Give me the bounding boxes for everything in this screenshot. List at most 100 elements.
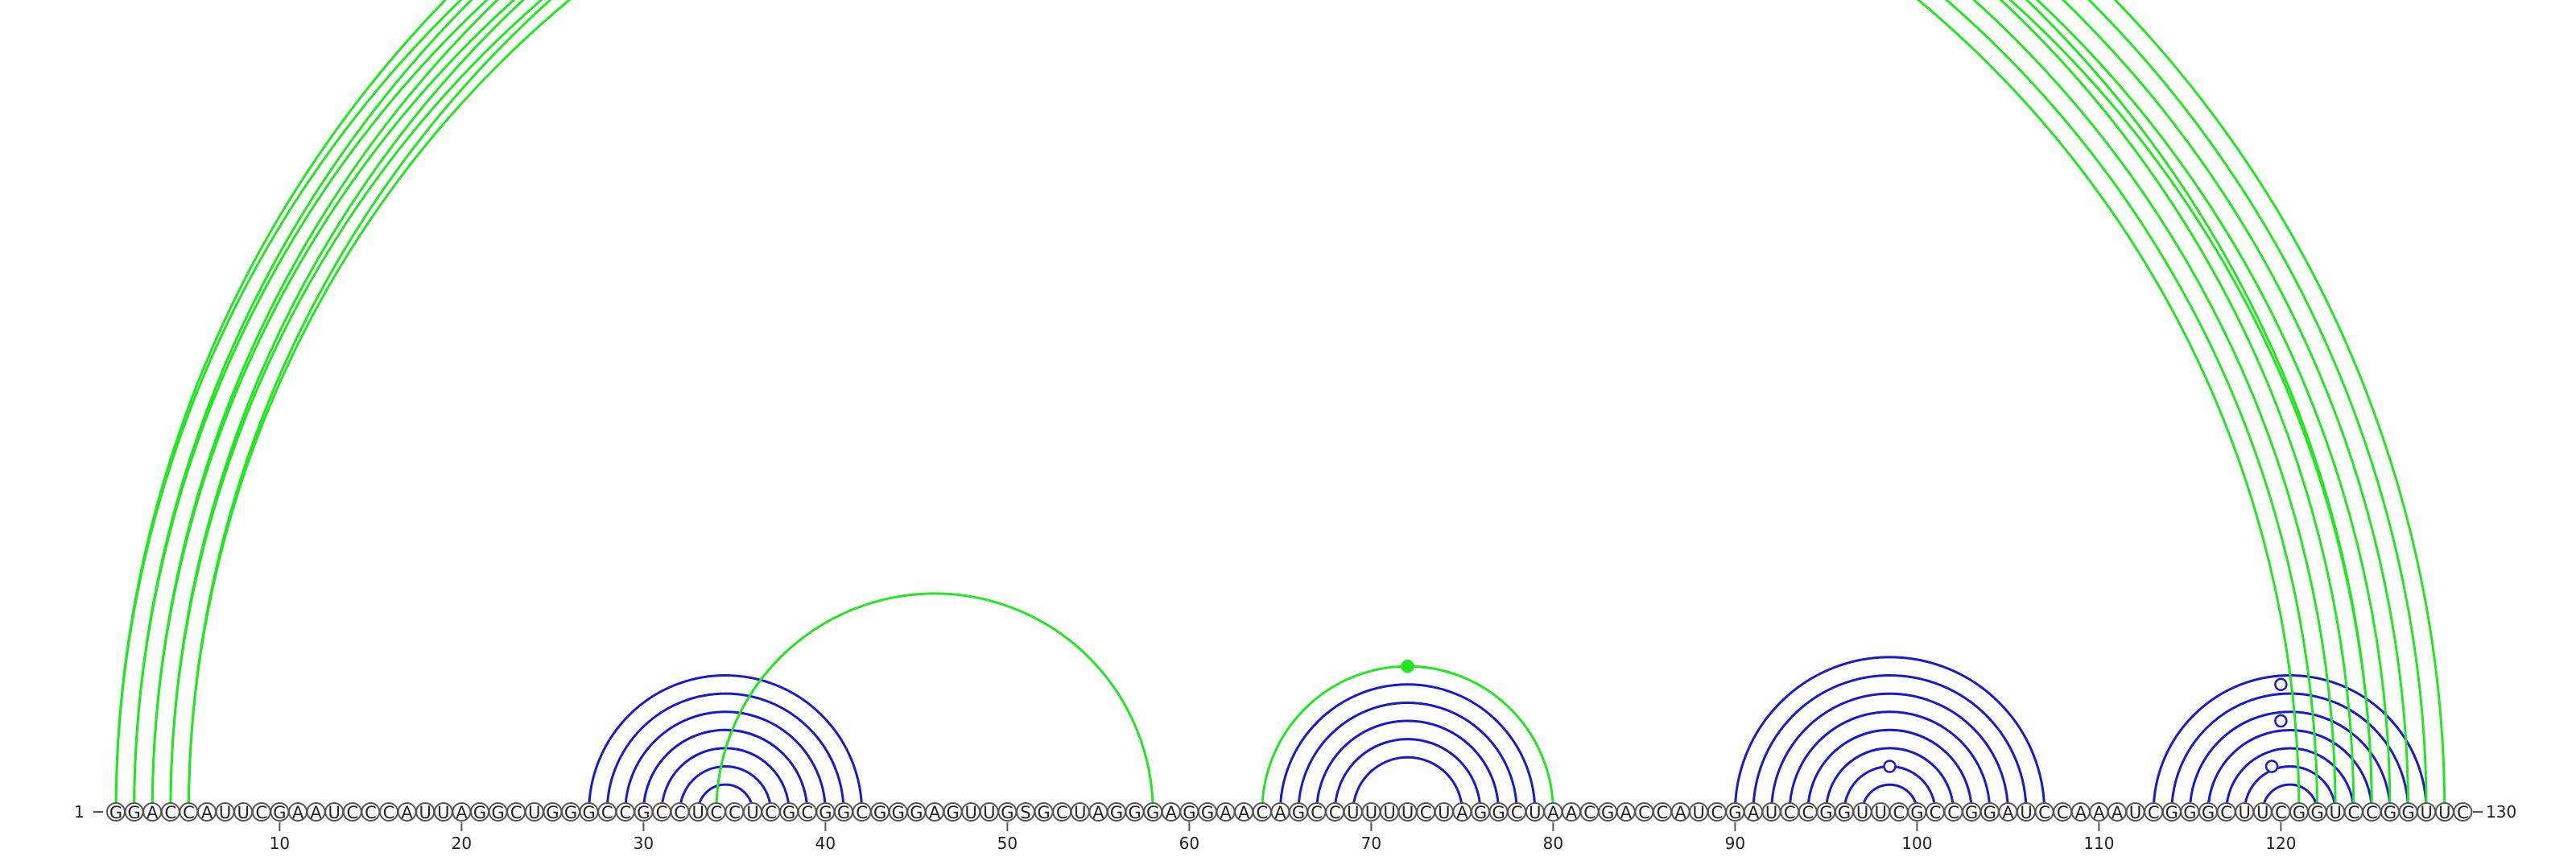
pair-arc xyxy=(1824,747,1955,813)
nucleotide-letter: C xyxy=(656,803,668,822)
nucleotide-letter: C xyxy=(1583,803,1596,822)
nucleotide-letter: G xyxy=(910,803,923,822)
nucleotide-letter: U xyxy=(219,803,231,822)
tick-label: 60 xyxy=(1179,834,1199,853)
pair-arc xyxy=(2188,710,2392,813)
pair-arc xyxy=(1315,719,1501,813)
nucleotide-letter: G xyxy=(1001,803,1013,822)
nucleotide-letter: U xyxy=(1402,803,1414,822)
nucleotide-letter: G xyxy=(109,803,122,822)
pair-arc xyxy=(1333,738,1482,813)
nucleotide-letter: G xyxy=(1601,803,1614,822)
nucleotide-letter: A xyxy=(1166,803,1178,822)
nucleotide-letter: G xyxy=(1292,803,1305,822)
nucleotide-letter: C xyxy=(856,803,868,822)
open-pair-marker xyxy=(1883,760,1897,773)
open-pair-marker xyxy=(2274,677,2288,692)
nucleotide-letter: G xyxy=(1492,803,1505,822)
base-pair-arcs xyxy=(114,0,2446,813)
nucleotide-letter: G xyxy=(1819,803,1832,822)
nucleotide-letter: C xyxy=(2457,803,2469,822)
nucleotide-letter: G xyxy=(1128,803,1141,822)
nucleotide-letter: G xyxy=(1183,803,1195,822)
nucleotide-letter: C xyxy=(601,803,613,822)
nucleotide-letter: C xyxy=(1711,803,1723,822)
nucleotide-letter: C xyxy=(1311,803,1323,822)
nucleotide-letter: G xyxy=(2165,803,2178,822)
nucleotide-letter: G xyxy=(1965,803,1978,822)
nucleotide-letter: A xyxy=(1220,803,1232,822)
nucleotide-letter: C xyxy=(1657,803,1669,822)
tick-label: 30 xyxy=(634,834,654,853)
pair-arc xyxy=(605,692,845,813)
nucleotide-letter: C xyxy=(1784,803,1796,822)
pair-arc xyxy=(114,0,2373,813)
nucleotide-letter: U xyxy=(2330,803,2342,822)
pair-arc xyxy=(187,0,2301,813)
nucleotide-letter: C xyxy=(710,803,722,822)
pair-arc xyxy=(679,765,773,813)
nucleotide-letter: A xyxy=(147,803,159,822)
nucleotide-letter: U xyxy=(2239,803,2251,822)
position-ticks: 10 20 30 40 50 60 70 80 90 100 110 120 xyxy=(270,822,2296,853)
pair-arc xyxy=(169,0,2319,813)
nucleotide-letter: A xyxy=(2112,803,2124,822)
nucleotide-letter: C xyxy=(1256,803,1268,822)
nucleotide-letter: G xyxy=(1984,803,1996,822)
nucleotide-letter: C xyxy=(2038,803,2050,822)
nucleotide-letter: U xyxy=(1383,803,1395,822)
tick-label: 70 xyxy=(1361,834,1381,853)
nucleotide-letter: G xyxy=(1838,803,1851,822)
pair-arc xyxy=(2243,765,2337,813)
nucleotide-letter: C xyxy=(1329,803,1341,822)
tick-label: 110 xyxy=(2083,834,2114,853)
nucleotide-letter: A xyxy=(2002,803,2014,822)
nucleotide-letter: G xyxy=(491,803,504,822)
nucleotide-letter: G xyxy=(273,803,286,822)
nucleotide-letter: U xyxy=(2020,803,2032,822)
nucleotide-letter: U xyxy=(437,803,449,822)
nucleotide-letter: A xyxy=(310,803,322,822)
tick-label: 40 xyxy=(815,834,836,853)
nucleotide-letter: C xyxy=(1056,803,1068,822)
nucleotide-letter: U xyxy=(1765,803,1777,822)
nucleotide-letter: U xyxy=(1365,803,1377,822)
nucleotide-letter: G xyxy=(546,803,559,822)
nucleotide-letter: A xyxy=(401,803,413,822)
nucleotide-letter: A xyxy=(1566,803,1578,822)
pair-arc xyxy=(1806,728,1973,813)
pair-arc xyxy=(1752,674,2028,813)
nucleotide-letter: C xyxy=(255,803,267,822)
tick-label: 120 xyxy=(2265,834,2296,853)
nucleotide-letter: G xyxy=(1474,803,1487,822)
nucleotide-letter: U xyxy=(419,803,431,822)
nucleotide-letter: U xyxy=(1529,803,1541,822)
nucleotide-letter: G xyxy=(2401,803,2414,822)
pair-arc xyxy=(1278,683,1537,813)
nucleotide-letter: G xyxy=(782,803,795,822)
tick-label: 50 xyxy=(997,834,1018,853)
nucleotide-letter: A xyxy=(1748,803,1760,822)
pair-arc xyxy=(696,783,754,813)
nucleotide-letter: G xyxy=(1728,803,1741,822)
pair-arc xyxy=(715,592,1154,813)
nucleotide-letter: A xyxy=(456,803,468,822)
nucleotide-letter: U xyxy=(1074,803,1086,822)
tick-label: 20 xyxy=(452,834,472,853)
nucleotide-letter: G xyxy=(837,803,850,822)
nucleotide-letter: G xyxy=(473,803,486,822)
nucleotide-letter: C xyxy=(346,803,358,822)
nucleotide-letter: G xyxy=(1146,803,1159,822)
nucleotide-letter: C xyxy=(510,803,522,822)
nucleotide-letter: G xyxy=(582,803,595,822)
nucleotide-letter: C xyxy=(801,803,813,822)
nucleotide-letter: U xyxy=(1438,803,1450,822)
tick-label: 100 xyxy=(1901,834,1932,853)
nucleotide-letter: C xyxy=(1511,803,1523,822)
nucleotide-letter: A xyxy=(2093,803,2105,822)
nucleotide-letter: G xyxy=(2310,803,2323,822)
nucleotide-letter: U xyxy=(1347,803,1359,822)
pair-arc xyxy=(114,0,2446,813)
nucleotide-letter: C xyxy=(183,803,195,822)
